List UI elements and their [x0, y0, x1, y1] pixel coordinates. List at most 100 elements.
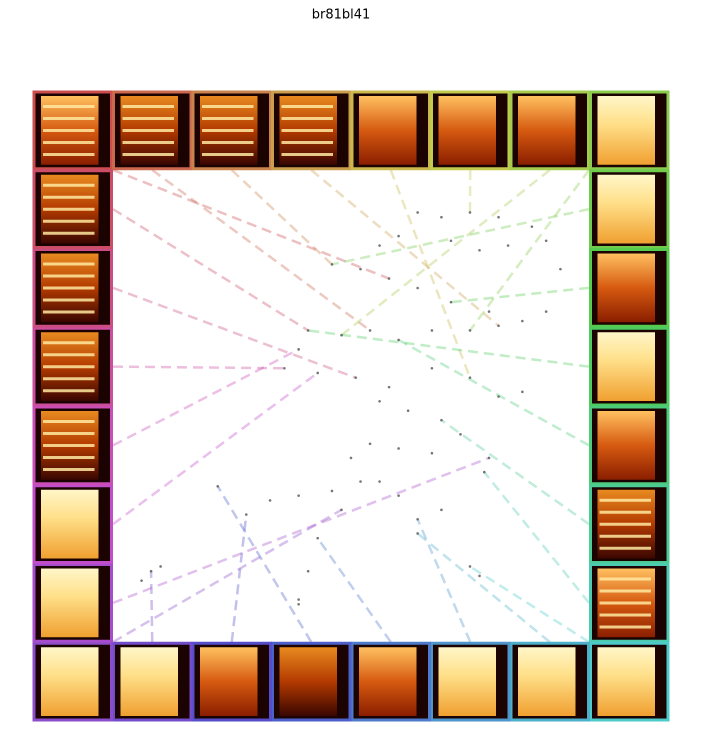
tile-image [597, 411, 655, 480]
tile-border [589, 248, 670, 328]
tile-stripe [599, 510, 651, 514]
point [521, 390, 524, 394]
point [397, 234, 400, 238]
plot-area [113, 170, 589, 642]
tile-stripe [202, 129, 254, 132]
tile-border [589, 169, 670, 249]
link-line [316, 537, 392, 643]
tile-border [589, 563, 670, 643]
point [487, 310, 491, 313]
tile-image [120, 647, 178, 716]
tile-stripe [43, 341, 95, 345]
tile-stripe [281, 153, 333, 156]
link-line [112, 348, 300, 447]
tile-border [32, 641, 113, 722]
point [368, 329, 372, 332]
tile-stripe [43, 153, 95, 156]
link-line [450, 286, 590, 304]
tile-stripe [43, 129, 95, 132]
point [497, 324, 500, 328]
tile-stripe [599, 498, 651, 502]
tile-stripe [122, 153, 174, 156]
point [330, 263, 334, 266]
point [468, 211, 472, 214]
chart-title: br81bl41 [312, 8, 371, 23]
point [149, 569, 153, 573]
tile-image [597, 174, 655, 244]
link-line [112, 456, 490, 605]
tile-stripe [599, 546, 651, 550]
tile-stripe [43, 183, 95, 187]
link-line [440, 419, 590, 526]
point [482, 470, 486, 474]
point [397, 338, 400, 342]
point [378, 244, 381, 247]
point [316, 371, 319, 375]
tile-stripe [43, 141, 95, 144]
point [459, 433, 462, 436]
tile-stripe [43, 353, 95, 357]
points [140, 211, 562, 606]
point [468, 376, 472, 379]
tile-stripe [281, 129, 333, 132]
tile-stripe [43, 219, 95, 223]
point [449, 300, 453, 304]
tile-stripe [43, 432, 95, 435]
point [497, 395, 500, 398]
point [354, 376, 358, 379]
tile-stripe [43, 468, 95, 471]
tile-border [589, 90, 670, 171]
point [416, 532, 419, 535]
tile-stripe [281, 105, 333, 108]
tile-stripe [43, 365, 95, 369]
tile-image [518, 647, 576, 716]
point [306, 329, 310, 332]
link-line [112, 208, 309, 332]
point [387, 385, 391, 389]
tile-image [41, 489, 99, 559]
point [430, 329, 434, 332]
tile-image [597, 332, 655, 401]
point [297, 348, 300, 351]
tile-stripe [202, 105, 254, 108]
link-line [112, 371, 319, 526]
tile-stripe [43, 207, 95, 211]
tile-border [32, 90, 113, 171]
point [487, 456, 491, 460]
point [340, 333, 343, 337]
tile-stripe [281, 117, 333, 120]
link-line [416, 532, 551, 643]
tile-stripe [202, 117, 254, 120]
tile-border [112, 641, 193, 722]
link-line [149, 571, 154, 643]
link-line [331, 207, 590, 266]
point [378, 480, 381, 483]
tile-stripe [122, 117, 174, 120]
tile-image [438, 647, 496, 716]
tile-border [350, 90, 431, 171]
point [397, 447, 400, 450]
link-line [310, 169, 500, 327]
tile-image [279, 647, 337, 716]
link-line [112, 365, 285, 370]
tile-border [32, 405, 113, 486]
point [140, 579, 143, 582]
point [449, 239, 453, 243]
point [440, 215, 443, 219]
link-line [112, 286, 357, 379]
tile-stripe [43, 262, 95, 266]
link-line [216, 485, 313, 643]
point [349, 456, 353, 460]
tile-image [597, 96, 655, 165]
tile-border [112, 90, 193, 171]
tile-stripe [43, 456, 95, 459]
point [559, 267, 562, 271]
tile-image [41, 647, 99, 716]
tile-stripe [599, 601, 651, 605]
point [368, 442, 372, 446]
point [478, 574, 481, 578]
tile-border [32, 484, 113, 564]
tile-border [350, 641, 431, 722]
tile-stripe [281, 141, 333, 144]
